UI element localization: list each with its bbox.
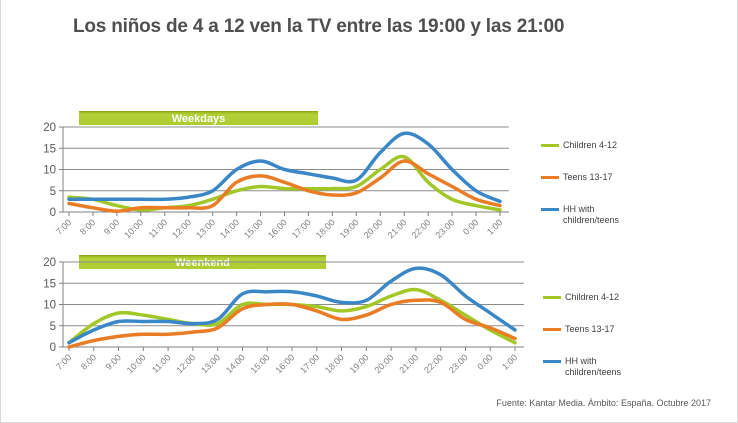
series-line-teens-13-17 [67,298,517,349]
legend-item: Teens 13-17 [541,172,651,183]
y-tick-label: 5 [50,321,56,333]
x-tick-label: 10:00 [125,352,148,375]
weekdays-legend: Children 4-12 Teens 13-17 HH with children… [541,140,651,247]
legend-item: Children 4-12 [541,140,651,151]
legend-label: HH with children/teens [563,204,620,225]
legend-item: Teens 13-17 [543,324,653,335]
series-line-hh-with-children-teens [67,131,502,204]
x-tick-label: 9:00 [104,352,123,371]
x-tick-label: 13:00 [194,217,217,240]
weekend-line-chart: 0 5 10 15 20 7:00 8:00 9:00 10:00 11:00 12:00 13:00… [43,257,524,375]
x-tick-label: 8:00 [79,352,98,371]
x-tick-label: 18:00 [323,352,346,375]
y-tick-label: 10 [43,300,56,312]
series-line-teens-13-17 [67,159,502,213]
legend-item: HH with children/teens [543,356,653,378]
series-line-hh-with-children-teens [67,266,517,345]
x-tick-label: 12:00 [170,217,193,240]
y-tick-label: 10 [43,165,56,177]
x-tick-label: 18:00 [314,217,337,240]
page-title: Los niños de 4 a 12 ven la TV entre las … [73,16,565,37]
x-tick-label: 17:00 [298,352,321,375]
x-tick-label: 8:00 [78,217,97,236]
x-tick-label: 22:00 [410,217,433,240]
x-tick-label: 14:00 [224,352,247,375]
x-tick-label: 11:00 [150,352,173,375]
legend-label: Children 4-12 [565,292,620,302]
y-tick-label: 0 [50,207,56,219]
legend-swatch [541,143,559,147]
x-tick-label: 15:00 [249,352,272,375]
legend-swatch [541,207,559,211]
series-line-children-4-12 [67,154,502,212]
y-tick-label: 20 [43,257,56,269]
x-tick-label: 20:00 [362,217,385,240]
x-tick-label: 1:00 [500,352,519,371]
x-tick-label: 19:00 [348,352,371,375]
x-tick-label: 7:00 [54,217,73,236]
legend-swatch [543,327,561,331]
x-tick-label: 23:00 [447,352,470,375]
legend-swatch [543,295,561,299]
y-tick-label: 15 [43,278,56,290]
legend-swatch [543,359,561,363]
legend-label: Teens 13-17 [565,324,615,334]
x-tick-label: 16:00 [266,217,289,240]
x-tick-label: 1:00 [485,217,504,236]
source-footnote: Fuente: Kantar Media. Ámbito: España. Oc… [496,398,711,408]
x-tick-label: 21:00 [386,217,409,240]
x-tick-label: 0:00 [475,352,494,371]
y-tick-label: 5 [50,186,56,198]
weekend-legend: Children 4-12 Teens 13-17 HH with children… [543,292,653,399]
x-tick-label: 17:00 [290,217,313,240]
legend-item: HH with children/teens [541,204,651,226]
x-tick-label: 7:00 [54,352,73,371]
y-tick-label: 20 [43,122,56,134]
x-tick-label: 23:00 [434,217,457,240]
x-tick-label: 9:00 [102,217,121,236]
legend-item: Children 4-12 [543,292,653,303]
x-tick-label: 16:00 [273,352,296,375]
weekdays-banner: Weekdays [79,111,318,125]
x-tick-label: 14:00 [218,217,241,240]
x-tick-label: 15:00 [242,217,265,240]
x-tick-label: 20:00 [373,352,396,375]
legend-label: Teens 13-17 [563,172,613,182]
x-tick-label: 19:00 [338,217,361,240]
x-tick-label: 21:00 [397,352,420,375]
legend-label: HH with children/teens [565,356,622,377]
legend-label: Children 4-12 [563,140,618,150]
y-tick-label: 15 [43,143,56,155]
weekdays-banner-label: Weekdays [171,112,226,125]
x-tick-label: 13:00 [199,352,222,375]
weekdays-line-chart: 0 5 10 15 20 7:00 8:00 9:00 10:00 11:00 12:00 13:00… [43,122,509,240]
x-tick-label: 12:00 [174,352,197,375]
x-tick-label: 0:00 [461,217,480,236]
x-tick-label: 22:00 [422,352,445,375]
x-tick-label: 11:00 [147,217,170,240]
y-tick-label: 0 [50,342,56,354]
x-tick-label: 10:00 [122,217,145,240]
legend-swatch [541,175,559,179]
